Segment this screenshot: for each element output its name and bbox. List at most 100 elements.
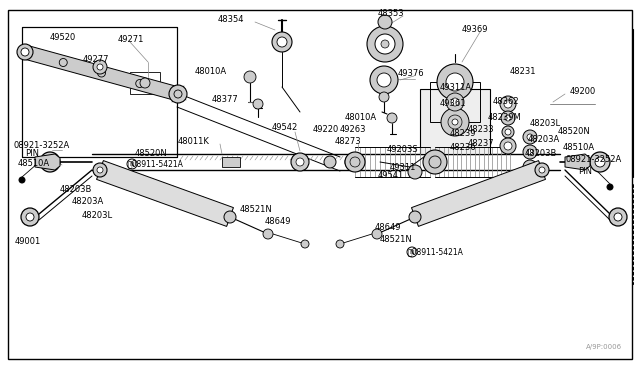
Circle shape — [500, 96, 516, 112]
Circle shape — [505, 115, 511, 121]
Text: 48377: 48377 — [212, 96, 239, 105]
Circle shape — [19, 177, 25, 183]
Circle shape — [527, 149, 533, 155]
Circle shape — [169, 85, 187, 103]
Text: 49520: 49520 — [50, 32, 76, 42]
Circle shape — [370, 66, 398, 94]
Circle shape — [504, 100, 512, 108]
Text: 48521N: 48521N — [240, 205, 273, 215]
Bar — [430, 82, 480, 122]
Circle shape — [446, 73, 464, 91]
Text: 49277: 49277 — [83, 55, 109, 64]
Circle shape — [408, 165, 422, 179]
Bar — [338, 29, 633, 177]
Polygon shape — [97, 161, 234, 227]
Text: 49001: 49001 — [15, 237, 41, 247]
Bar — [130, 72, 160, 94]
Circle shape — [97, 69, 106, 77]
Text: 48010A: 48010A — [195, 67, 227, 77]
Text: PIN: PIN — [25, 150, 39, 158]
Circle shape — [523, 160, 537, 174]
Circle shape — [97, 64, 103, 70]
Bar — [420, 89, 490, 154]
Circle shape — [345, 154, 361, 170]
Bar — [338, 184, 633, 284]
Circle shape — [505, 129, 511, 135]
Bar — [22, 27, 177, 157]
Circle shape — [502, 126, 514, 138]
Circle shape — [324, 156, 336, 168]
Text: 08921-3252A: 08921-3252A — [13, 141, 69, 151]
Text: 49361: 49361 — [440, 99, 467, 109]
Circle shape — [272, 32, 292, 52]
Circle shape — [17, 44, 33, 60]
Text: 48203B: 48203B — [525, 150, 557, 158]
Circle shape — [381, 40, 389, 48]
Circle shape — [21, 208, 39, 226]
Circle shape — [127, 159, 137, 169]
Circle shape — [523, 145, 537, 159]
Text: 48203A: 48203A — [528, 135, 560, 144]
Circle shape — [523, 130, 537, 144]
Circle shape — [448, 115, 462, 129]
Polygon shape — [412, 161, 545, 227]
Text: 48237: 48237 — [468, 140, 495, 148]
Circle shape — [21, 48, 29, 56]
Text: 49541: 49541 — [378, 171, 404, 180]
Circle shape — [441, 108, 469, 136]
Circle shape — [40, 152, 60, 172]
Circle shape — [539, 167, 545, 173]
Text: 48239: 48239 — [450, 129, 477, 138]
Circle shape — [595, 157, 605, 167]
Circle shape — [97, 167, 103, 173]
Text: 48203L: 48203L — [530, 119, 561, 128]
Circle shape — [26, 213, 34, 221]
Text: 08921-3252A: 08921-3252A — [565, 155, 621, 164]
Text: 48273: 48273 — [335, 138, 362, 147]
Text: 49203S: 49203S — [387, 145, 419, 154]
Text: 48233: 48233 — [468, 125, 495, 135]
Circle shape — [277, 37, 287, 47]
Circle shape — [379, 92, 389, 102]
Text: N: N — [130, 161, 134, 167]
Circle shape — [378, 15, 392, 29]
Bar — [222, 157, 240, 167]
Circle shape — [336, 240, 344, 248]
Circle shape — [224, 211, 236, 223]
Circle shape — [263, 229, 273, 239]
Circle shape — [350, 157, 360, 167]
Text: 49263: 49263 — [340, 125, 367, 135]
Circle shape — [614, 213, 622, 221]
Text: 48011K: 48011K — [178, 138, 210, 147]
Text: 48203A: 48203A — [72, 198, 104, 206]
Circle shape — [244, 71, 256, 83]
Text: ⓝ08911-5421A: ⓝ08911-5421A — [128, 160, 184, 169]
Text: 48510A: 48510A — [18, 160, 50, 169]
Circle shape — [93, 60, 107, 74]
Text: 48203B: 48203B — [60, 185, 92, 193]
Text: A/9P:0006: A/9P:0006 — [586, 344, 622, 350]
Circle shape — [93, 163, 107, 177]
Circle shape — [535, 163, 549, 177]
Circle shape — [291, 153, 309, 171]
Circle shape — [527, 164, 533, 170]
Text: ⓝ08911-5421A: ⓝ08911-5421A — [408, 247, 464, 257]
Polygon shape — [35, 154, 60, 170]
Text: N: N — [410, 250, 414, 254]
Text: 48353: 48353 — [378, 10, 404, 19]
Circle shape — [387, 113, 397, 123]
Text: 49271: 49271 — [118, 35, 145, 44]
Circle shape — [429, 156, 441, 168]
Text: 48362: 48362 — [493, 97, 520, 106]
Text: 49542: 49542 — [272, 122, 298, 131]
Circle shape — [423, 150, 447, 174]
Circle shape — [609, 208, 627, 226]
Circle shape — [253, 99, 263, 109]
Text: 48521N: 48521N — [380, 235, 413, 244]
Circle shape — [60, 58, 67, 67]
Text: 48239M: 48239M — [488, 112, 522, 122]
Circle shape — [377, 73, 391, 87]
Circle shape — [372, 229, 382, 239]
Text: 48354: 48354 — [218, 16, 244, 25]
Circle shape — [501, 111, 515, 125]
